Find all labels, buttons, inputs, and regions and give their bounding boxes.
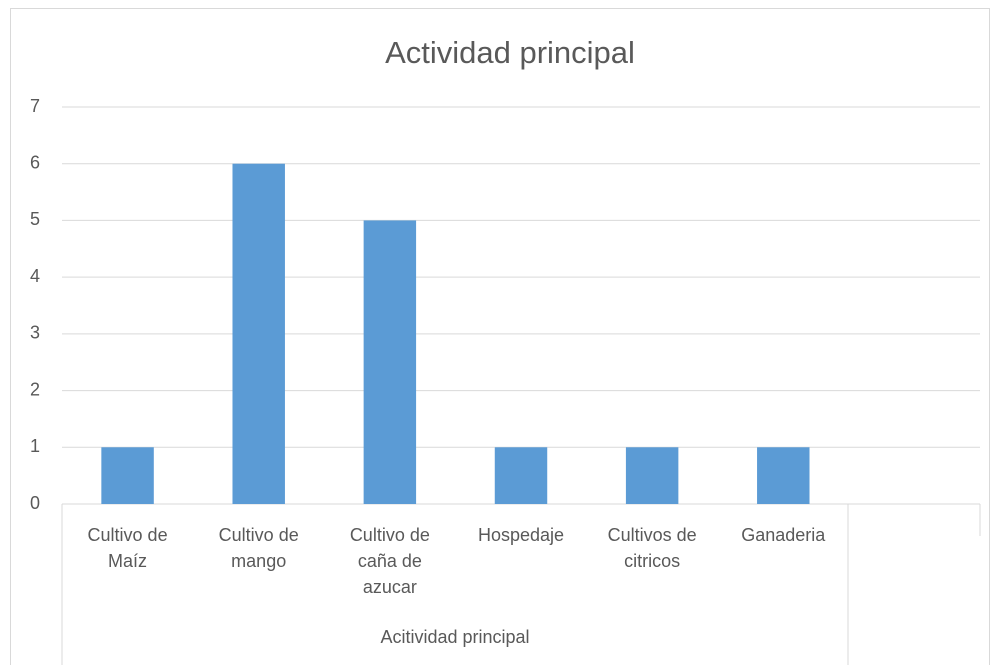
bar: [232, 163, 285, 504]
y-tick-label: 7: [30, 96, 40, 116]
group-label: Acitividad principal: [380, 627, 529, 647]
x-tick-label: Cultivo de caña de azucar: [349, 525, 430, 597]
y-tick-label: 5: [30, 209, 40, 229]
chart-title: Actividad principal: [385, 35, 635, 70]
x-tick-label: Hospedaje: [477, 525, 565, 545]
x-tick-label: Cultivos de citricos: [607, 525, 697, 571]
bar: [363, 220, 417, 504]
y-tick-label: 0: [30, 493, 40, 513]
chart-border: [10, 8, 990, 665]
y-tick-label: 6: [30, 152, 40, 172]
y-tick-label: 4: [30, 266, 40, 286]
x-tick-label: Ganaderia: [741, 525, 826, 545]
y-tick-label: 2: [30, 379, 40, 399]
bar: [757, 447, 810, 504]
bar: [625, 447, 679, 504]
x-tick-label: Cultivo de Maíz: [87, 525, 168, 571]
bar: [101, 447, 154, 504]
bar: [494, 447, 548, 504]
x-tick-label: Cultivo de mango: [218, 525, 299, 571]
y-tick-label: 1: [30, 436, 40, 456]
y-tick-label: 3: [30, 323, 40, 343]
